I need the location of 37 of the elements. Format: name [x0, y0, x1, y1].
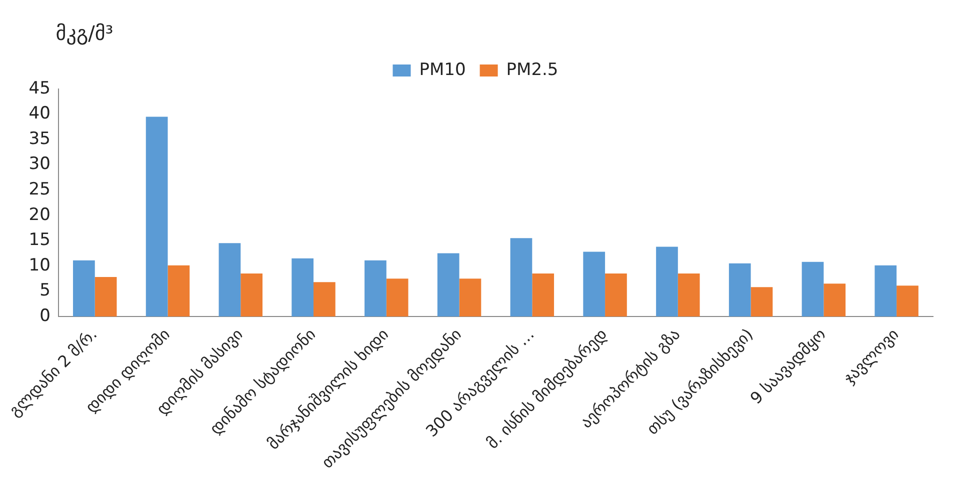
bar — [437, 253, 460, 316]
bar — [314, 282, 336, 316]
bar — [459, 278, 482, 316]
bar — [292, 258, 314, 316]
y-tick-label: 15 — [28, 230, 50, 250]
y-tick-label: 10 — [28, 255, 50, 276]
bar — [874, 265, 897, 316]
legend-label: PM10 — [419, 60, 466, 80]
bar — [240, 274, 262, 316]
bar — [510, 238, 532, 316]
bar — [73, 260, 95, 316]
legend-label: PM2.5 — [506, 60, 558, 80]
bar — [146, 116, 168, 316]
bar — [532, 274, 554, 316]
y-tick-label: 30 — [28, 154, 50, 174]
bar — [656, 246, 678, 316]
y-axis-title: მკგ/მ³ — [56, 21, 114, 46]
y-tick-label: 5 — [40, 280, 50, 301]
bar — [896, 286, 918, 316]
y-tick-label: 45 — [28, 78, 50, 98]
y-tick-label: 40 — [28, 104, 50, 124]
y-tick-label: 25 — [28, 180, 50, 200]
bar — [678, 274, 700, 316]
bar — [583, 252, 606, 316]
bar — [218, 243, 241, 316]
bar — [750, 287, 773, 316]
bar — [824, 284, 846, 316]
bar — [168, 265, 190, 316]
y-tick-label: 35 — [28, 128, 50, 149]
bar — [386, 278, 408, 316]
bar — [364, 260, 386, 316]
bar — [728, 263, 751, 316]
y-tick-label: 20 — [28, 204, 50, 225]
bar — [94, 277, 117, 316]
bar — [802, 262, 824, 316]
y-tick-label: 0 — [40, 306, 50, 326]
bar — [605, 274, 627, 316]
